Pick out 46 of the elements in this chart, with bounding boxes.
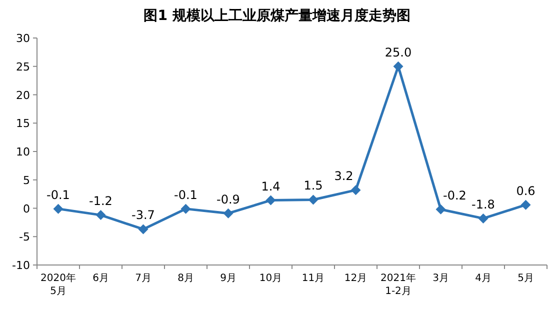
y-tick-label: 25 [16, 60, 30, 74]
x-tick-label: 4月 [475, 273, 492, 284]
point [180, 204, 191, 214]
point [266, 195, 276, 206]
x-tick-label: 3月 [432, 273, 449, 284]
data-label: 1.5 [304, 178, 323, 193]
point [96, 210, 106, 220]
chart-title: 图1 规模以上工业原煤产量增速月度走势图 [144, 7, 410, 24]
x-tick-label: 11月 [302, 273, 325, 284]
point [520, 200, 531, 210]
data-label: 0.6 [516, 184, 536, 198]
data-label: -0.1 [174, 188, 198, 202]
data-label: 3.2 [334, 169, 354, 184]
data-label: -0.9 [216, 192, 240, 206]
data-label: 25.0 [384, 45, 412, 60]
x-tick-label: 6月 [92, 273, 109, 284]
point [223, 208, 234, 218]
y-tick-label: -10 [12, 259, 30, 272]
x-tick-label: 5月 [518, 273, 534, 284]
y-tick-label: -5 [19, 230, 30, 244]
y-tick-label: 10 [16, 146, 30, 158]
x-tick-label: 8月 [178, 273, 194, 284]
data-label: 1.4 [261, 179, 280, 194]
data-label: -1.2 [89, 194, 112, 208]
x-tick-label: 9月 [220, 273, 236, 284]
x-tick-label: 2021年 1-2月 [380, 272, 416, 297]
x-tick-label: 2020年 5月 [40, 272, 76, 297]
y-tick-label: 15 [16, 117, 30, 130]
point [308, 194, 318, 205]
point [436, 204, 446, 214]
point [478, 213, 488, 224]
data-label: -0.2 [443, 188, 466, 202]
point [393, 61, 404, 72]
y-tick-label: 20 [16, 88, 30, 102]
x-tick-label: 12月 [344, 273, 368, 284]
y-tick-label: 0 [23, 202, 30, 216]
point [138, 224, 148, 234]
data-label: -3.7 [132, 208, 155, 222]
y-tick-label: 30 [16, 32, 30, 45]
x-tick-label: 10月 [259, 273, 282, 284]
x-tick-label: 7月 [135, 273, 152, 284]
data-label: -0.1 [46, 188, 70, 202]
y-tick-label: 5 [23, 174, 30, 187]
point [53, 204, 64, 214]
data-label: -1.8 [472, 197, 495, 212]
point [350, 185, 361, 196]
